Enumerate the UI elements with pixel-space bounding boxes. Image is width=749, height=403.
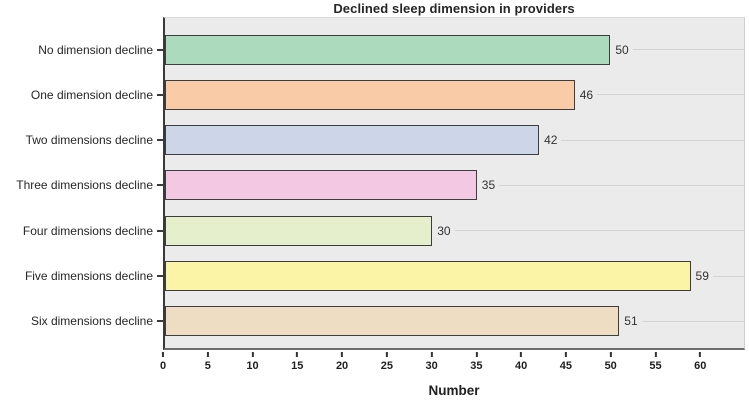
x-tick: 10	[246, 352, 259, 372]
x-tick-label: 5	[204, 360, 211, 372]
x-tick-label: 0	[159, 360, 167, 372]
bar-value-label: 35	[481, 178, 496, 193]
bar-value-label: 46	[579, 87, 594, 102]
bar	[165, 34, 611, 65]
plot-area: No dimension decline 50 One dimension de…	[16, 17, 745, 350]
category-label: One dimension decline	[30, 87, 153, 102]
x-tick-mark	[699, 352, 702, 357]
x-tick: 0	[160, 352, 166, 372]
x-tick-mark	[341, 352, 344, 357]
y-tick-mark	[157, 229, 163, 232]
y-tick-mark	[157, 184, 163, 187]
category-label: Four dimensions decline	[22, 223, 153, 238]
bar	[165, 306, 620, 337]
row-reference-line	[641, 320, 744, 322]
x-tick-label: 50	[604, 360, 617, 372]
x-tick-mark	[654, 352, 657, 357]
x-tick-label: 60	[694, 360, 707, 372]
category-label: Three dimensions decline	[16, 178, 153, 193]
bar	[165, 261, 691, 292]
x-tick-mark	[430, 352, 433, 357]
x-tick-label: 15	[291, 360, 304, 372]
x-tick: 60	[694, 352, 706, 372]
x-tick-mark	[609, 352, 612, 357]
x-tick: 30	[425, 352, 438, 372]
bar	[165, 125, 540, 156]
row-reference-line	[561, 139, 744, 141]
x-tick-mark	[385, 352, 388, 357]
x-tick-mark	[520, 352, 523, 357]
y-tick-mark	[157, 275, 163, 278]
x-tick-label: 25	[380, 360, 393, 372]
bar-value-label: 50	[615, 42, 629, 57]
bar-row: Two dimensions decline 42	[26, 118, 744, 163]
x-tick-mark	[162, 352, 164, 357]
x-tick-label: 20	[335, 360, 349, 372]
bar	[165, 170, 477, 201]
row-reference-line	[597, 94, 744, 96]
x-tick-mark	[251, 352, 254, 357]
bar-value-label: 51	[624, 314, 638, 329]
row-reference-line	[454, 230, 744, 232]
x-tick: 45	[560, 352, 572, 372]
bar	[165, 215, 433, 246]
x-tick: 35	[470, 352, 483, 372]
x-tick: 40	[515, 352, 527, 372]
bar-row: No dimension decline 50	[38, 27, 744, 72]
x-tick-mark	[564, 352, 567, 357]
x-tick: 15	[291, 352, 303, 372]
x-tick-mark	[296, 352, 299, 357]
category-label: Six dimensions decline	[30, 314, 153, 329]
bar-row: Six dimensions decline 51	[31, 299, 744, 344]
x-axis-label: Number	[428, 383, 480, 398]
x-tick: 5	[205, 352, 211, 372]
category-label: Two dimensions decline	[25, 133, 153, 148]
x-tick: 50	[605, 352, 617, 372]
x-tick-mark	[206, 352, 209, 357]
y-tick-mark	[157, 48, 163, 51]
y-tick-mark	[157, 93, 163, 96]
x-tick-label: 55	[649, 360, 662, 372]
y-tick-mark	[157, 139, 163, 142]
x-tick: 25	[381, 352, 393, 372]
x-tick-label: 40	[515, 360, 528, 372]
bar-row: One dimension decline 46	[31, 72, 744, 117]
chart-title: Declined sleep dimension in providers	[333, 1, 575, 16]
x-axis: 0 5 10 15 20 25 30 35 40 45 50 55 60	[160, 352, 745, 378]
bar-value-label: 59	[695, 269, 709, 284]
bar-row: Three dimensions decline 35	[16, 163, 744, 208]
x-tick-label: 35	[470, 360, 483, 372]
x-tick-label: 10	[246, 360, 259, 372]
x-tick: 20	[336, 352, 348, 372]
bar	[165, 79, 575, 110]
row-reference-line	[712, 275, 744, 277]
x-tick-label: 30	[425, 360, 438, 372]
x-tick: 55	[649, 352, 662, 372]
x-tick-label: 45	[559, 360, 573, 372]
bar-row: Five dimensions decline 59	[25, 253, 744, 298]
bar-row: Four dimensions decline 30	[23, 208, 744, 253]
x-tick-mark	[475, 352, 478, 357]
category-label: Five dimensions decline	[24, 269, 153, 284]
bar-value-label: 42	[544, 133, 558, 148]
bar-value-label: 30	[437, 223, 451, 238]
row-reference-line	[499, 184, 744, 186]
category-label: No dimension decline	[38, 42, 153, 57]
row-reference-line	[632, 49, 744, 51]
y-tick-mark	[157, 320, 163, 323]
